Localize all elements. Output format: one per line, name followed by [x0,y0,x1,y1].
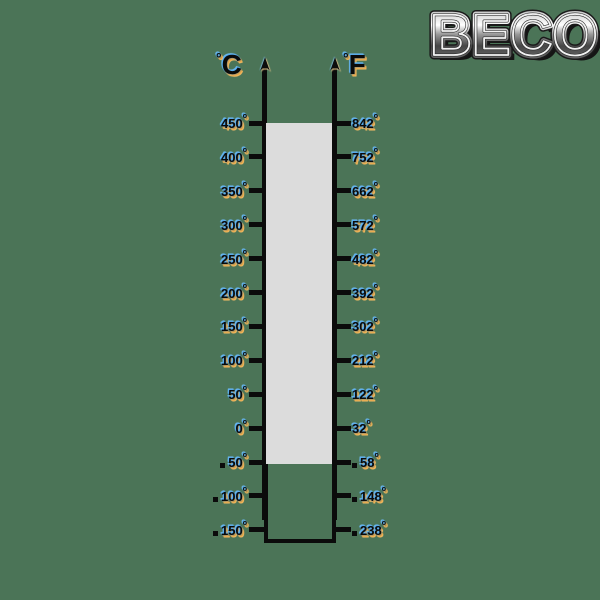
svg-text:BECO: BECO [430,3,598,68]
svg-text:BECO: BECO [430,3,598,68]
svg-text:BECO: BECO [436,8,600,73]
svg-text:BECO: BECO [430,3,598,68]
svg-text:BECO: BECO [430,3,598,68]
